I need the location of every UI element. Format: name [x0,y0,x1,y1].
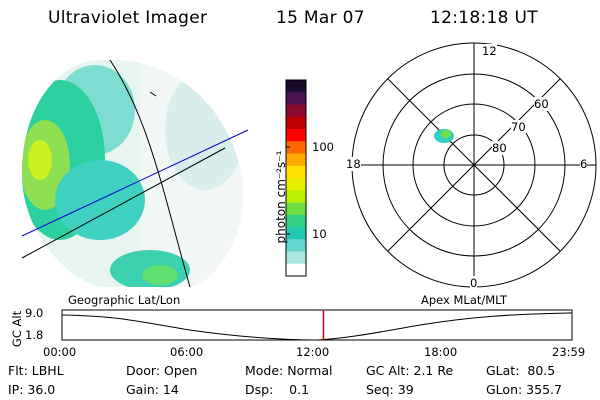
mlt-label-0: 0 [470,276,478,290]
instrument-title: Ultraviolet Imager [48,8,208,28]
glat-info: GLat: 80.5 [486,363,556,378]
date-label: 15 Mar 07 [276,8,365,28]
colorbar-band [286,202,306,216]
colorbar-band [286,239,306,252]
mlt-label-18: 18 [346,157,361,171]
colorbar-band [286,251,306,265]
colorbar-band [286,141,306,154]
timeline-xtick-0000: 00:00 [43,345,77,359]
timeline-xtick-2359: 23:59 [552,345,586,359]
colorbar-band [286,92,306,105]
ip-info: IP: 36.0 [8,382,56,397]
colorbar-band [286,165,306,179]
colorbar-band [286,214,306,228]
gain-info: Gain: 14 [126,382,179,397]
colorbar-tick-100: 100 [312,140,334,154]
timeline-xtick-1200: 12:00 [296,345,330,359]
lat-label-80: 80 [492,141,507,155]
colorbar-tick-10: 10 [312,227,327,241]
colorbar-band [286,190,306,203]
timeline-xtick-0600: 06:00 [170,345,204,359]
mlt-label-12: 12 [482,44,497,58]
mode-info: Mode: Normal [245,363,333,378]
seq-info: Seq: 39 [366,382,414,397]
aurora-spot [434,129,454,143]
colorbar-band [286,116,306,130]
colorbar-band [286,80,306,93]
timeline-xtick-1800: 18:00 [424,345,458,359]
colorbar-band [286,153,306,167]
timeline-left-title: Geographic Lat/Lon [68,293,181,307]
mlt-label-6: 6 [580,157,588,171]
glon-info: GLon: 355.7 [486,382,562,397]
colorbar-band [286,178,306,191]
colorbar-band [286,227,306,240]
colorbar-band [286,129,306,142]
filter-info: Flt: LBHL [8,363,64,378]
lat-label-70: 70 [511,120,526,134]
time-label: 12:18:18 UT [430,8,538,28]
colorbar-band [286,104,306,118]
lat-label-60: 60 [534,97,549,111]
timeline-ytick-high: 9.0 [25,306,44,320]
door-info: Door: Open [126,363,198,378]
colorbar-band [286,263,306,277]
timeline-right-title: Apex MLat/MLT [421,293,508,307]
gc-alt-info: GC Alt: 2.1 Re [366,363,454,378]
dsp-info: Dsp: 0.1 [245,382,310,397]
timeline-ytick-low: 1.8 [25,328,44,342]
